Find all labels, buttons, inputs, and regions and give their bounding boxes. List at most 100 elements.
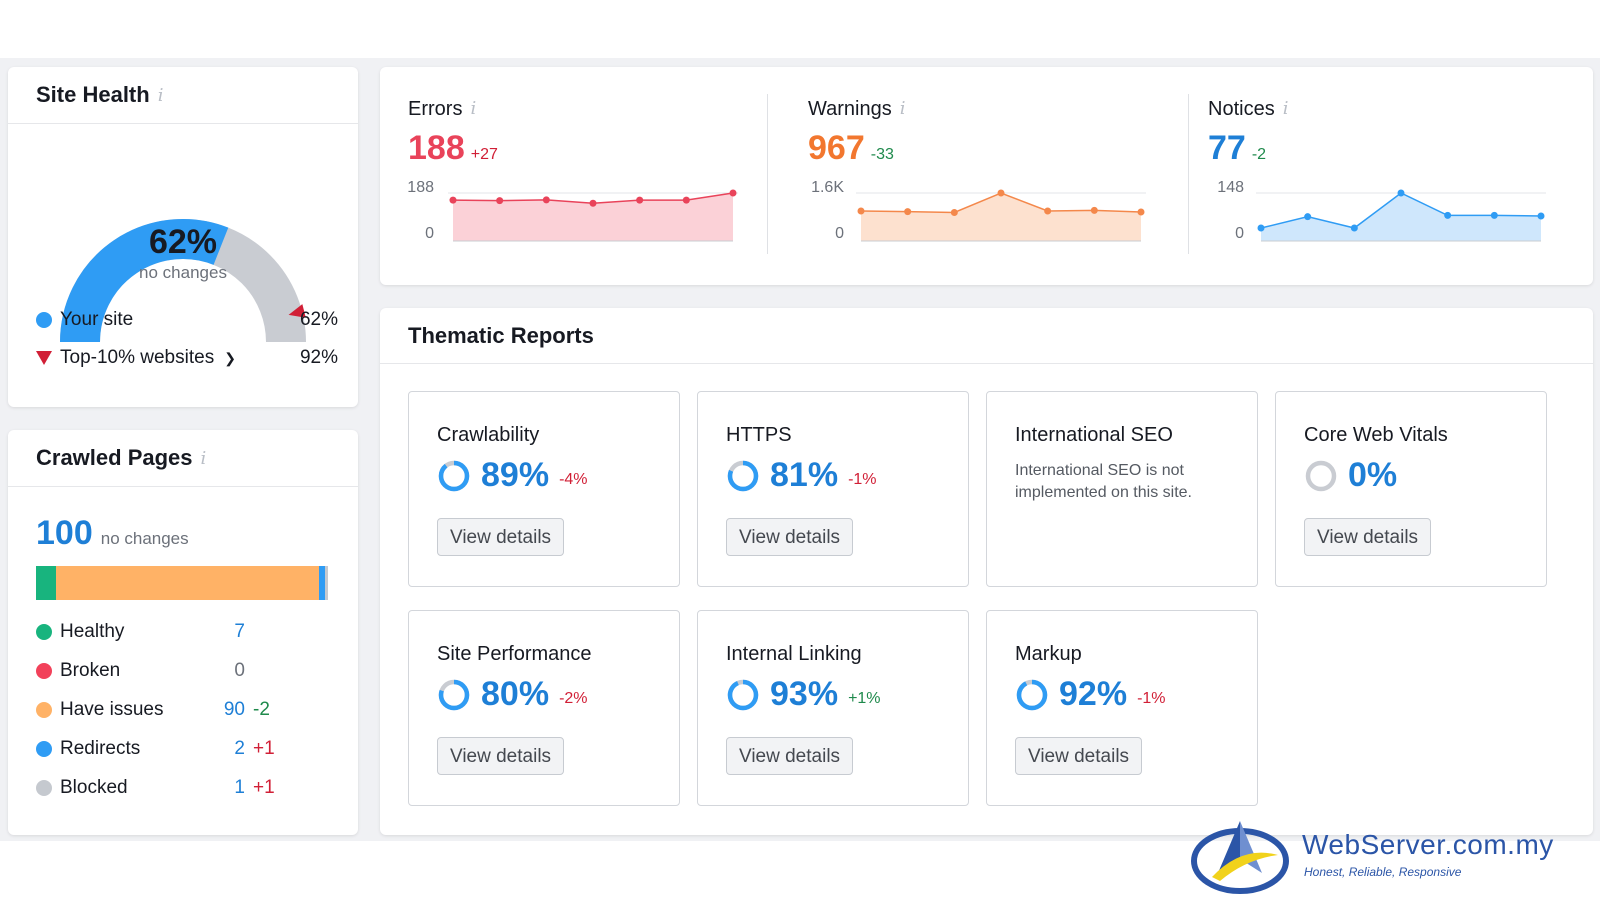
sparkline-point[interactable] <box>496 197 504 205</box>
notices-y-zero: 0 <box>1235 225 1244 242</box>
sparkline-point[interactable] <box>1257 224 1265 232</box>
broken-dot-icon <box>36 663 52 679</box>
sparkline-point[interactable] <box>997 189 1005 197</box>
info-icon[interactable]: i <box>1282 98 1289 119</box>
warnings-label: Warnings i <box>808 98 906 120</box>
bar-segment-redirects[interactable] <box>319 566 326 600</box>
info-icon[interactable]: i <box>899 98 906 119</box>
bar-segment-blocked[interactable] <box>325 566 328 600</box>
view-details-button[interactable]: View details <box>726 518 854 556</box>
errors-delta: +27 <box>470 146 498 163</box>
row-value[interactable]: 1 <box>234 777 245 798</box>
sparkline-point[interactable] <box>682 196 690 204</box>
crawled-pages-header: Crawled Pages i <box>8 430 358 487</box>
row-value[interactable]: 7 <box>234 621 245 642</box>
report-percent: 92% <box>1059 675 1128 713</box>
report-score: 89% -4% <box>437 456 588 495</box>
report-crawlability: Crawlability 89% -4% View details <box>408 391 680 587</box>
report-score: 93% +1% <box>726 675 881 714</box>
report-delta: -4% <box>559 470 588 488</box>
crawled-row-have-issues[interactable]: Have issues 90 -2 <box>36 699 296 721</box>
report-delta: -2% <box>559 689 588 707</box>
row-value[interactable]: 2 <box>234 738 245 759</box>
view-details-button[interactable]: View details <box>1304 518 1432 556</box>
errors-count[interactable]: 188 +27 <box>408 129 498 168</box>
crawled-total: 100 <box>36 514 93 552</box>
view-details-button[interactable]: View details <box>1015 737 1143 775</box>
report-score: 0% <box>1304 456 1397 495</box>
report-title: Site Performance <box>437 643 592 665</box>
crawled-row-redirects[interactable]: Redirects 2 +1 <box>36 738 296 760</box>
top10-triangle-icon <box>36 351 52 365</box>
sparkline-point[interactable] <box>589 199 597 207</box>
webserver-logo: WebServer.com.my Honest, Reliable, Respo… <box>1190 815 1600 900</box>
view-details-button[interactable]: View details <box>726 737 854 775</box>
bar-segment-have-issues[interactable] <box>56 566 320 600</box>
report-percent: 89% <box>481 456 550 494</box>
report-title: Internal Linking <box>726 643 862 665</box>
sparkline-point[interactable] <box>1304 213 1312 221</box>
sparkline-point[interactable] <box>1137 208 1145 216</box>
sparkline-point[interactable] <box>729 189 737 197</box>
report-markup: Markup 92% -1% View details <box>986 610 1258 806</box>
sparkline-point[interactable] <box>449 196 457 204</box>
sparkline-point[interactable] <box>1397 189 1405 197</box>
crawled-row-broken: Broken 0 <box>36 660 296 682</box>
score-ring-icon <box>1016 679 1048 710</box>
report-percent: 81% <box>770 456 839 494</box>
sparkline-point[interactable] <box>1350 224 1358 232</box>
warnings-count[interactable]: 967 -33 <box>808 129 894 168</box>
report-internal-linking: Internal Linking 93% +1% View details <box>697 610 969 806</box>
view-details-button[interactable]: View details <box>437 737 565 775</box>
notices-sparkline <box>1256 189 1546 242</box>
legend-top10[interactable]: Top-10% websites ❯ 92% <box>36 347 338 369</box>
view-details-button[interactable]: View details <box>437 518 565 556</box>
sparkline-point[interactable] <box>1044 207 1052 215</box>
crawled-row-healthy[interactable]: Healthy 7 <box>36 621 296 643</box>
crawled-distribution-bar[interactable] <box>36 566 328 600</box>
row-delta: +1 <box>253 738 275 759</box>
ring-fill <box>1016 679 1048 710</box>
legend-your-site: Your site 62% <box>36 309 338 331</box>
sparkline-point[interactable] <box>542 196 550 204</box>
sparkline-point[interactable] <box>636 196 644 204</box>
ring-track <box>1305 460 1337 491</box>
sparkline-area <box>1261 193 1541 241</box>
bar-segment-healthy[interactable] <box>36 566 57 600</box>
your-site-dot-icon <box>36 312 52 328</box>
notices-value[interactable]: 77 <box>1208 129 1246 167</box>
warnings-y-zero: 0 <box>835 225 844 242</box>
sparkline-point[interactable] <box>1090 206 1098 214</box>
crawled-row-blocked[interactable]: Blocked 1 +1 <box>36 777 296 799</box>
thematic-reports-title: Thematic Reports <box>408 322 594 348</box>
site-health-card: Site Health i 62% no changes Your site 6… <box>8 67 358 407</box>
info-icon[interactable]: i <box>470 98 477 119</box>
report-title: International SEO <box>1015 424 1173 446</box>
score-ring-icon <box>727 460 759 491</box>
row-label: Broken <box>60 660 121 681</box>
logo-wordmark: WebServer.com.my <box>1302 829 1554 860</box>
info-icon[interactable]: i <box>157 84 164 106</box>
top10-marker <box>288 304 306 318</box>
errors-value[interactable]: 188 <box>408 129 465 167</box>
report-title: Crawlability <box>437 424 540 446</box>
issues-summary-card: Errors i 188 +27 188 0 Warnings i 967 -33 … <box>380 67 1593 285</box>
sparkline-point[interactable] <box>950 209 958 216</box>
sparkline-point[interactable] <box>1537 212 1545 220</box>
chevron-down-icon[interactable]: ❯ <box>224 349 236 366</box>
sparkline-point[interactable] <box>1490 211 1498 219</box>
warnings-y-top: 1.6K <box>811 179 844 196</box>
gauge-fill <box>60 219 229 343</box>
legend-value: 62% <box>299 309 338 330</box>
report-delta: -1% <box>1137 689 1166 707</box>
sparkline-point[interactable] <box>904 208 912 216</box>
notices-count[interactable]: 77 -2 <box>1208 129 1266 168</box>
info-icon[interactable]: i <box>200 447 207 469</box>
report-percent: 0% <box>1348 456 1398 494</box>
errors-sparkline <box>448 189 738 242</box>
sparkline-point[interactable] <box>857 207 865 215</box>
warnings-value[interactable]: 967 <box>808 129 865 167</box>
row-value[interactable]: 90 <box>223 699 245 720</box>
score-ring-icon <box>438 460 470 491</box>
sparkline-point[interactable] <box>1444 211 1452 219</box>
